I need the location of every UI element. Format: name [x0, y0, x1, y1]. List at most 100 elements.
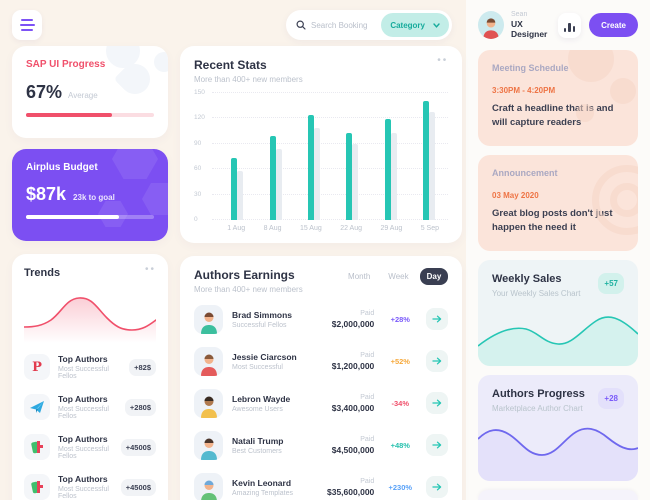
paid-label: Paid: [360, 309, 375, 317]
recent-stats-bars: [218, 101, 448, 220]
authors-progress-line-chart: [478, 427, 638, 481]
tab-week[interactable]: Week: [381, 268, 415, 285]
left-column: SAP UI Progress 67% Average Airplus Budg…: [12, 46, 168, 500]
next-card-peek: [478, 490, 638, 500]
decor-ring: [592, 165, 638, 235]
paid-label: Paid: [360, 477, 375, 485]
trend-value-badge: +280$: [124, 398, 156, 416]
trend-value-badge: +4500$: [120, 478, 156, 496]
author-subtitle: Best Customers: [232, 447, 282, 455]
paid-amount: $35,600,000: [327, 486, 375, 497]
author-name: Brad Simmons: [232, 309, 292, 320]
paid-label: Paid: [360, 351, 375, 359]
author-name: Lebron Wayde: [232, 393, 291, 404]
card-title: Airplus Budget: [26, 162, 98, 173]
decor-blob: [106, 46, 140, 68]
avatar: [194, 430, 223, 460]
card-subtitle: Marketplace Author Chart: [492, 404, 583, 413]
avatar: [194, 346, 223, 376]
right-sidebar: Sean UX Designer Create Meeting Schedule…: [466, 0, 650, 500]
search-icon: [296, 20, 306, 30]
budget-progress-bar: [26, 215, 154, 219]
card-title: Recent Stats: [194, 58, 267, 72]
create-button[interactable]: Create: [589, 13, 638, 37]
authors-earnings-card: Authors Earnings More than 400+ new memb…: [180, 256, 463, 500]
trend-subtitle: Most Successful Fellos: [58, 406, 109, 420]
card-title: Weekly Sales: [492, 273, 562, 285]
trends-card: Trends •• P: [12, 254, 168, 500]
earnings-row: Kevin Leonard Amazing Templates Paid $35…: [194, 472, 449, 500]
budget-value: $87k: [26, 184, 67, 204]
announcement-card: Announcement 03 May 2020 Great blog post…: [478, 155, 638, 251]
arrow-right-icon: [432, 357, 442, 365]
more-options-button[interactable]: ••: [437, 55, 449, 66]
avatar: [194, 388, 223, 418]
topbar: Category: [12, 10, 456, 40]
author-name: Kevin Leonard: [232, 477, 292, 488]
decor-circle: [568, 50, 614, 82]
decor-blob: [154, 52, 168, 72]
sales-badge: +57: [598, 273, 624, 294]
author-subtitle: Most Successful: [232, 363, 283, 371]
meeting-text: Craft a headline that is and will captur…: [492, 103, 614, 129]
paid-label: Paid: [360, 435, 375, 443]
paid-amount: $3,400,000: [331, 402, 375, 413]
trend-list-item: P Top Authors Most Successful Fellos +82…: [24, 347, 156, 387]
meeting-time: 3:30PM - 4:20PM: [492, 86, 556, 95]
author-name: Natali Trump: [232, 435, 284, 446]
row-arrow-button[interactable]: [426, 308, 449, 330]
percent-change: -34%: [391, 398, 410, 408]
user-name: Sean: [510, 11, 528, 18]
earnings-row: Jessie Ciarcson Most Successful Paid $1,…: [194, 346, 449, 376]
card-title: Trends: [24, 267, 61, 279]
trend-list-item: Top Authors Most Successful Fellos +4500…: [24, 467, 156, 500]
category-dropdown[interactable]: Category: [381, 13, 449, 37]
avatar: [194, 304, 223, 334]
card-title: Announcement: [492, 168, 558, 178]
percent-change: +52%: [390, 356, 410, 366]
card-subtitle: More than 400+ new members: [194, 285, 303, 294]
user-role: UX Designer: [510, 19, 548, 39]
card-subtitle: Your Weekly Sales Chart: [492, 289, 581, 298]
bar-group: [307, 115, 320, 220]
chevron-down-icon: [433, 22, 440, 28]
decor-ring: [610, 183, 638, 217]
row-arrow-button[interactable]: [426, 476, 449, 498]
stats-icon-button[interactable]: [557, 12, 582, 38]
row-arrow-button[interactable]: [426, 392, 449, 414]
sap-progress-bar: [26, 113, 154, 117]
menu-button[interactable]: [12, 10, 42, 40]
card-title: SAP UI Progress: [26, 59, 106, 70]
percent-change: +48%: [390, 440, 410, 450]
arrow-right-icon: [432, 441, 442, 449]
paid-amount: $4,500,000: [331, 444, 375, 455]
row-arrow-button[interactable]: [426, 350, 449, 372]
avatar: [194, 472, 223, 500]
x-axis-labels: 1 Aug 8 Aug 15 Aug 22 Aug 29 Aug 5 Sep: [227, 225, 439, 232]
trends-line-chart: [24, 297, 156, 343]
announcement-text: Great blog posts don't just happen the n…: [492, 208, 613, 234]
author-subtitle: Amazing Templates: [232, 489, 293, 497]
trend-subtitle: Most Successful Fellos: [58, 486, 109, 500]
telegram-icon: [24, 394, 50, 420]
paid-amount: $2,000,000: [331, 318, 375, 329]
progress-label: Average: [68, 91, 98, 100]
budget-goal: 23k to goal: [73, 193, 115, 202]
earnings-list: Brad Simmons Successful Fellos Paid $2,0…: [194, 298, 449, 500]
weekly-sales-card: Weekly Sales Your Weekly Sales Chart +57: [478, 260, 638, 366]
earnings-row: Brad Simmons Successful Fellos Paid $2,0…: [194, 304, 449, 334]
tab-day[interactable]: Day: [419, 268, 449, 285]
trend-subtitle: Most Successful Fellos: [58, 446, 109, 460]
app-icon: [24, 474, 50, 500]
more-options-button[interactable]: ••: [144, 264, 156, 275]
tab-month[interactable]: Month: [341, 268, 377, 285]
user-avatar[interactable]: [478, 11, 504, 39]
trend-value-badge: +4500$: [120, 438, 156, 456]
decor-circle: [576, 104, 594, 122]
search-input[interactable]: [311, 20, 381, 30]
trend-name: Top Authors: [58, 354, 108, 364]
row-arrow-button[interactable]: [426, 434, 449, 456]
bar-group: [346, 133, 359, 220]
card-title: Meeting Schedule: [492, 63, 569, 73]
